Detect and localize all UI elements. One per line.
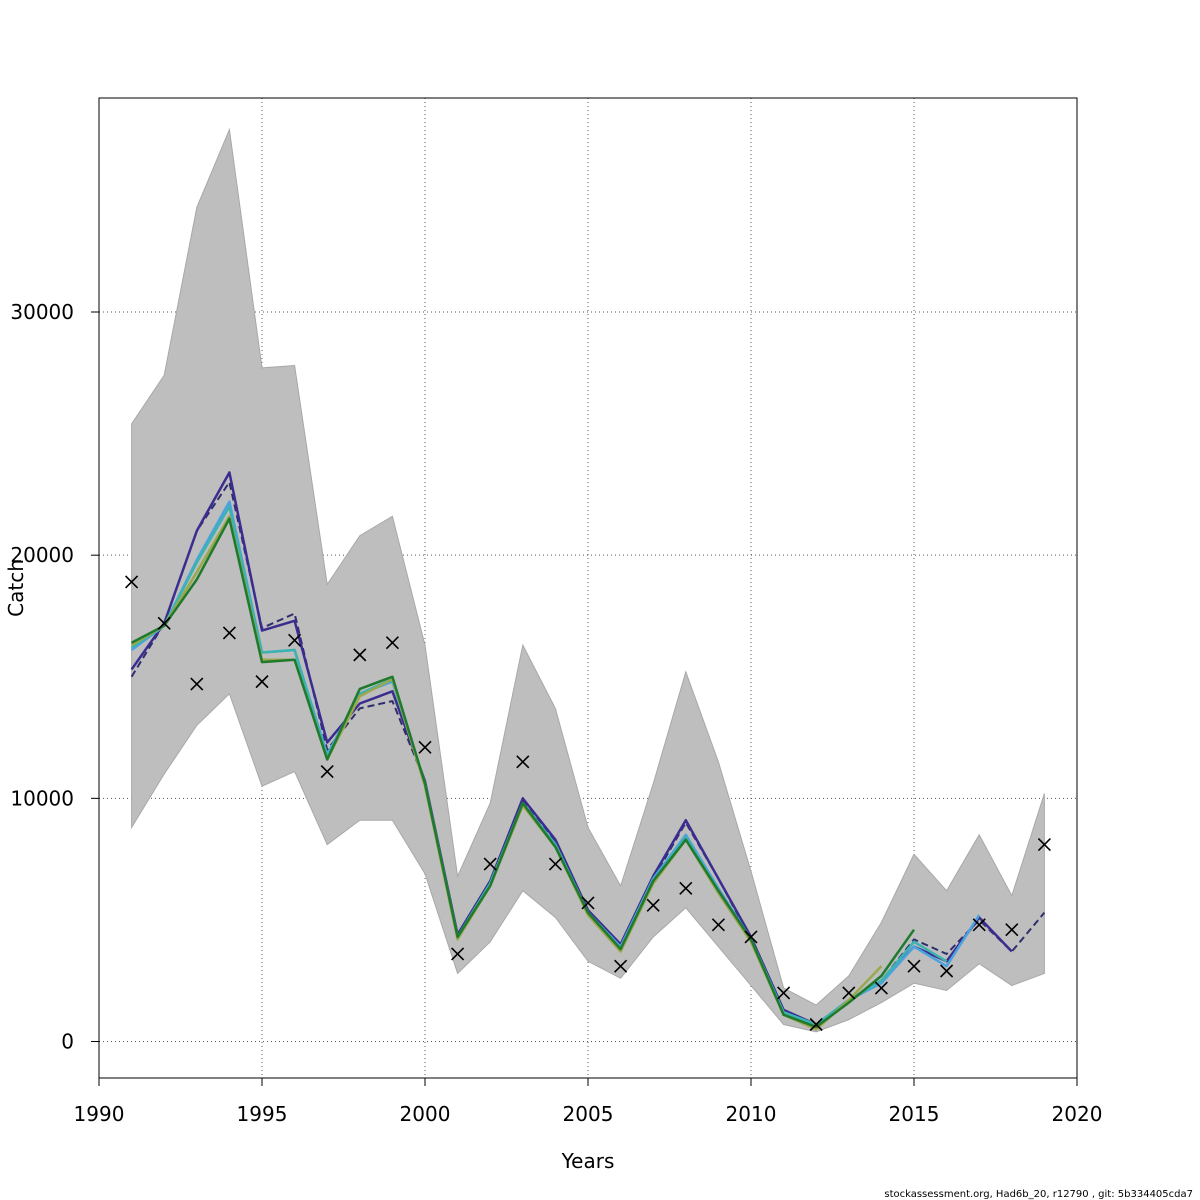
observed-point-stroke xyxy=(679,881,693,895)
band-area xyxy=(131,127,1045,1033)
observed-point xyxy=(255,675,269,689)
observed-point xyxy=(679,881,693,895)
observed-point-stroke xyxy=(614,959,628,973)
observed-point-stroke xyxy=(418,740,432,754)
y-axis-title: Catch xyxy=(4,559,28,617)
y-axis: 0 10000 20000 30000 xyxy=(10,300,99,1054)
observed-point-stroke xyxy=(385,636,399,650)
x-tick-label: 2015 xyxy=(889,1102,940,1126)
observed-point-stroke xyxy=(777,986,791,1000)
observed-point xyxy=(385,636,399,650)
observed-point xyxy=(777,986,791,1000)
observed-point-stroke xyxy=(646,898,660,912)
observed-point-stroke xyxy=(516,755,530,769)
observed-point xyxy=(1037,837,1051,852)
observed-point-stroke xyxy=(157,616,171,630)
observed-point-stroke xyxy=(190,677,204,691)
series-line-6 xyxy=(131,517,916,1029)
observed-point xyxy=(842,986,856,1000)
x-tick-label: 1995 xyxy=(237,1102,288,1126)
y-tick-label: 10000 xyxy=(10,786,74,810)
observed-point xyxy=(451,947,465,961)
observed-point xyxy=(320,765,334,779)
observed-point-stroke xyxy=(288,633,302,647)
observed-point xyxy=(874,981,888,995)
observed-point xyxy=(907,959,921,973)
observed-point-stroke xyxy=(581,896,595,910)
observed-point xyxy=(809,1017,823,1032)
observed-point xyxy=(516,755,530,769)
x-axis-title: Years xyxy=(561,1149,615,1173)
confidence-band xyxy=(131,127,1045,1033)
observed-point xyxy=(744,930,758,944)
observed-point xyxy=(711,918,725,932)
observed-point xyxy=(940,964,954,978)
observed-point-stroke xyxy=(809,1017,823,1032)
observed-point-stroke xyxy=(1037,837,1051,852)
observed-point xyxy=(125,575,139,589)
observed-point-stroke xyxy=(320,765,334,779)
observed-point xyxy=(972,918,986,932)
observed-point-stroke xyxy=(972,918,986,932)
observed-point xyxy=(548,857,562,871)
observed-point xyxy=(353,648,367,662)
observed-point-stroke xyxy=(255,675,269,689)
observed-point-stroke xyxy=(548,857,562,871)
observed-point xyxy=(581,896,595,910)
observed-point-stroke xyxy=(874,981,888,995)
observed-point xyxy=(614,959,628,973)
observed-point-stroke xyxy=(125,575,139,589)
observed-point-stroke xyxy=(711,918,725,932)
observed-point-stroke xyxy=(483,857,497,871)
series-lines xyxy=(130,471,1046,1031)
observed-point xyxy=(1005,923,1019,937)
observed-point-stroke xyxy=(1005,923,1019,937)
observed-point xyxy=(288,633,302,647)
observed-point-stroke xyxy=(907,959,921,973)
y-tick-label: 20000 xyxy=(10,543,74,567)
footer-note: stockassessment.org, Had6b_20, r12790 , … xyxy=(884,1189,1193,1200)
observed-point xyxy=(418,740,432,754)
observed-point xyxy=(157,616,171,630)
x-axis: 1990 1995 2000 2005 2010 2015 2020 xyxy=(74,1077,1103,1126)
observed-points xyxy=(125,575,1051,1032)
observed-point xyxy=(222,626,236,640)
observed-point xyxy=(190,677,204,691)
x-tick-label: 2010 xyxy=(726,1102,777,1126)
observed-point-stroke xyxy=(222,626,236,640)
y-tick-label: 30000 xyxy=(10,300,74,324)
x-tick-label: 2005 xyxy=(563,1102,614,1126)
observed-point-stroke xyxy=(451,947,465,961)
observed-point-stroke xyxy=(940,964,954,978)
observed-point-stroke xyxy=(842,986,856,1000)
observed-point xyxy=(646,898,660,912)
x-tick-label: 2020 xyxy=(1052,1102,1103,1126)
x-tick-label: 1990 xyxy=(74,1102,125,1126)
observed-point-stroke xyxy=(353,648,367,662)
observed-point-stroke xyxy=(744,930,758,944)
y-tick-label: 0 xyxy=(61,1030,74,1054)
x-tick-label: 2000 xyxy=(400,1102,451,1126)
observed-point xyxy=(483,857,497,871)
